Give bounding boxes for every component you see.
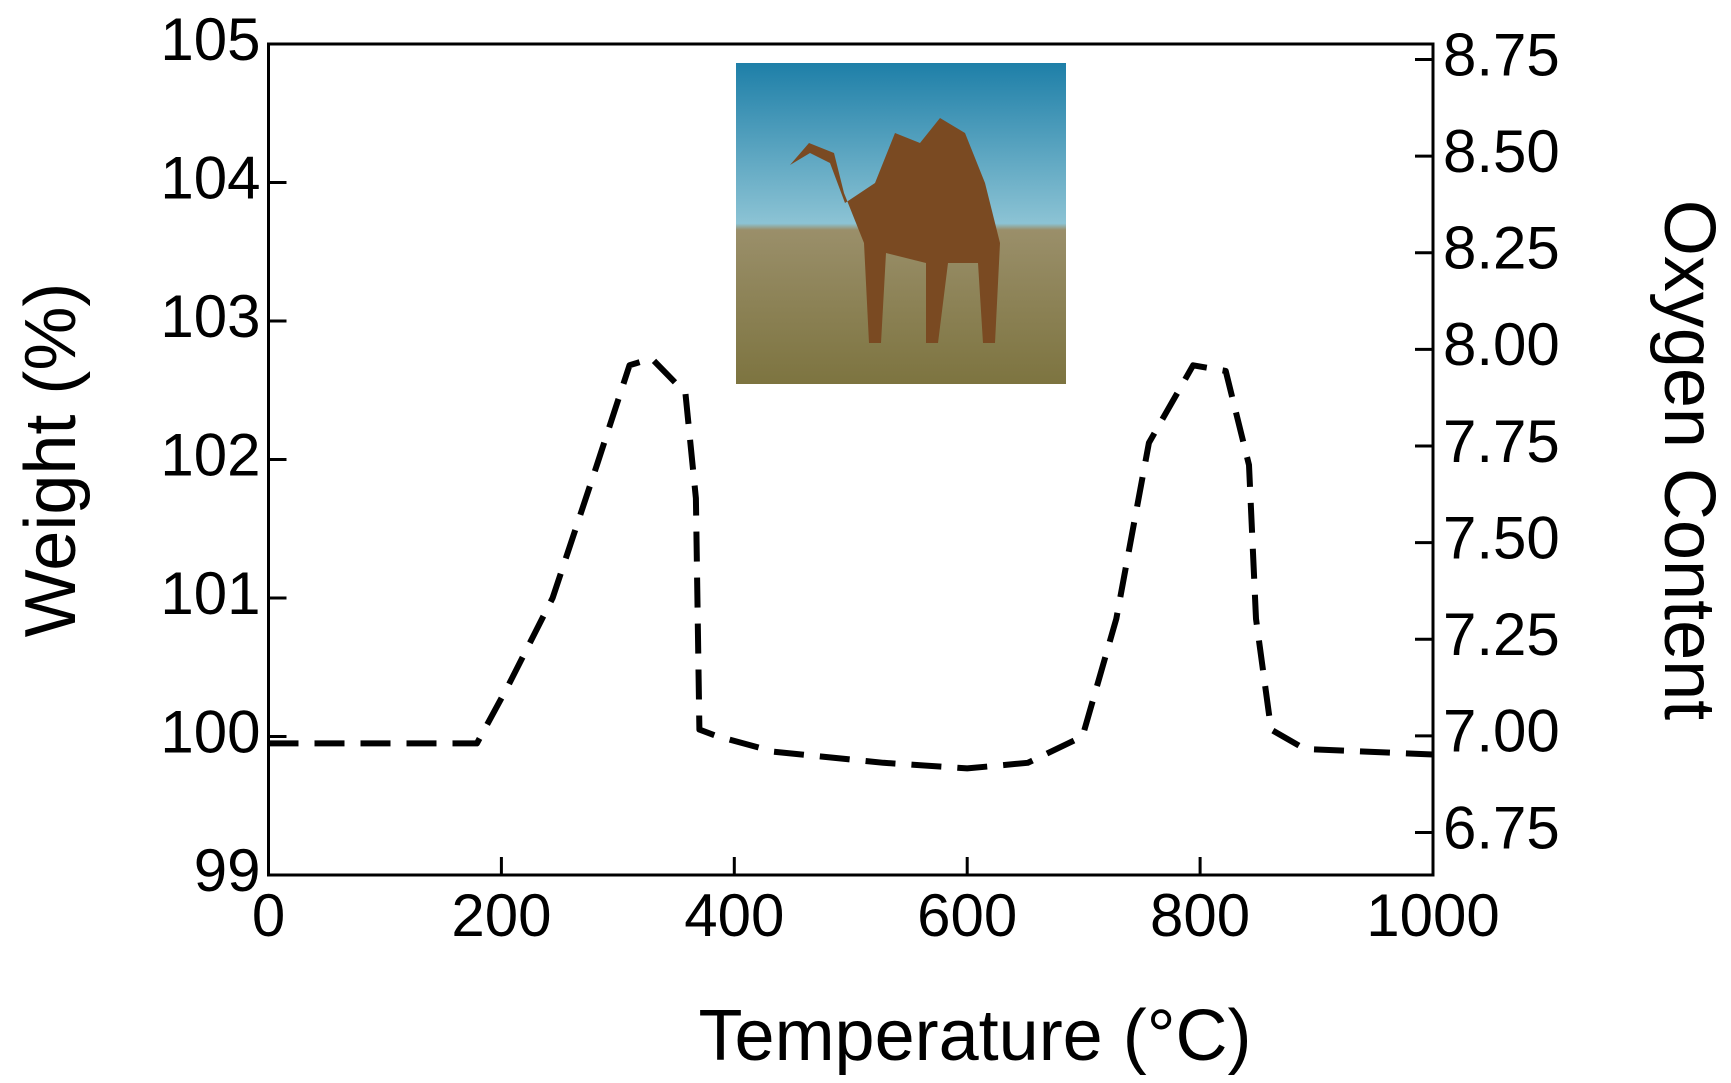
- y-tick-label: 103: [160, 283, 260, 350]
- inset-image: [736, 63, 1066, 384]
- y-axis-title: Weight (%): [11, 283, 91, 638]
- x-tick-label: 800: [1150, 882, 1250, 949]
- y2-tick-label: 8.50: [1443, 118, 1560, 185]
- y-tick-label: 99: [194, 837, 261, 904]
- y2-tick-label: 7.50: [1443, 504, 1560, 571]
- y2-tick-label: 7.25: [1443, 601, 1560, 668]
- y-tick-label: 105: [160, 6, 260, 73]
- y2-tick-label: 8.75: [1443, 21, 1560, 88]
- x-tick-label: 1000: [1366, 882, 1499, 949]
- x-tick-label: 400: [684, 882, 784, 949]
- y2-tick-label: 7.75: [1443, 408, 1560, 475]
- y2-tick-label: 6.75: [1443, 794, 1560, 861]
- x-axis-title: Temperature (°C): [699, 996, 1252, 1076]
- x-tick-label: 200: [451, 882, 551, 949]
- y-tick-label: 104: [160, 144, 260, 211]
- y2-tick-label: 7.00: [1443, 698, 1560, 765]
- y-tick-label: 100: [160, 698, 260, 765]
- y2-axis-title: Oxygen Content: [1649, 200, 1729, 720]
- y-tick-label: 101: [160, 560, 260, 627]
- x-tick-label: 600: [917, 882, 1017, 949]
- x-tick-label: 0: [252, 882, 285, 949]
- y2-tick-label: 8.00: [1443, 311, 1560, 378]
- data-line: [268, 355, 1434, 772]
- y2-tick-label: 8.25: [1443, 215, 1560, 282]
- y-tick-label: 102: [160, 421, 260, 488]
